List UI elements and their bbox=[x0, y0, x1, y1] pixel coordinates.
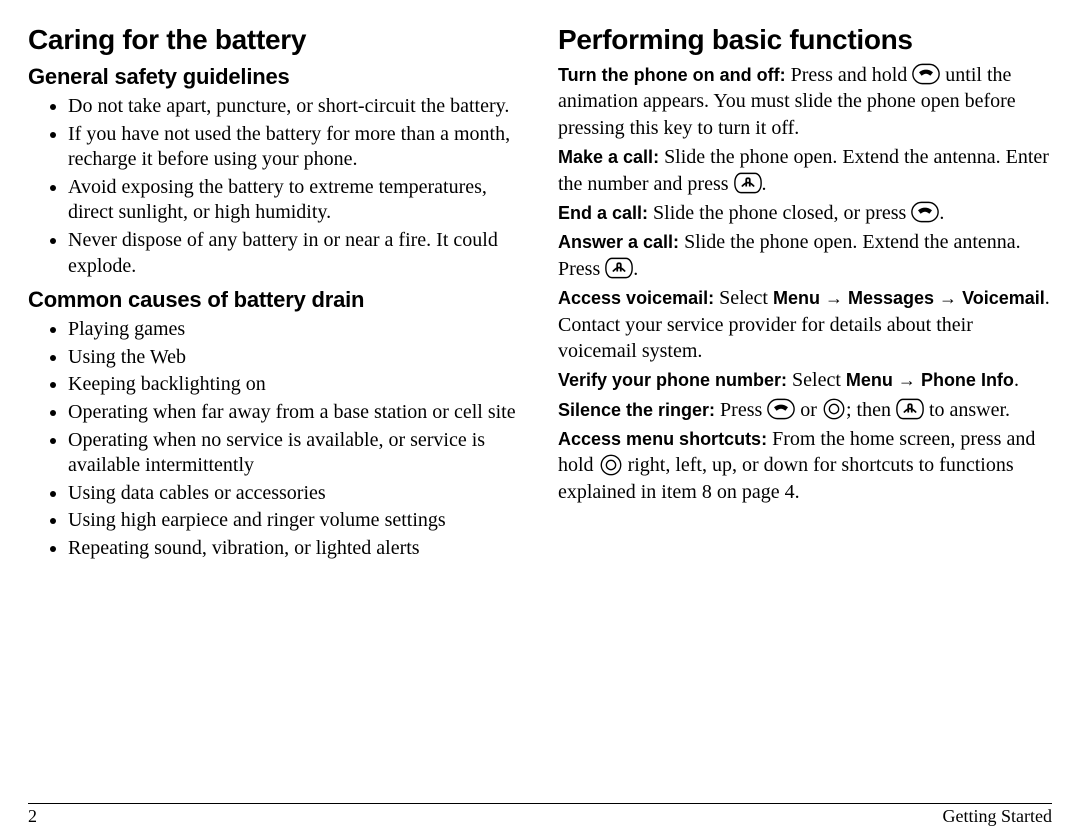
section-name: Getting Started bbox=[943, 806, 1052, 827]
send-key-icon bbox=[734, 172, 762, 194]
list-item: Avoid exposing the battery to extreme te… bbox=[68, 175, 522, 226]
subhead-drain: Common causes of battery drain bbox=[28, 287, 522, 313]
list-item: Do not take apart, puncture, or short-ci… bbox=[68, 94, 522, 120]
label-voicemail: Access voicemail: bbox=[558, 288, 714, 308]
text: . bbox=[939, 202, 944, 224]
arrow: → bbox=[820, 288, 848, 308]
left-column: Caring for the battery General safety gu… bbox=[28, 24, 522, 797]
menu-text: Menu bbox=[773, 288, 820, 308]
list-item: Never dispose of any battery in or near … bbox=[68, 228, 522, 279]
label-silence: Silence the ringer: bbox=[558, 400, 715, 420]
text: Select bbox=[714, 287, 773, 309]
right-column: Performing basic functions Turn the phon… bbox=[558, 24, 1052, 797]
para-voicemail: Access voicemail: Select Menu → Messages… bbox=[558, 285, 1052, 364]
list-item: Using high earpiece and ringer volume se… bbox=[68, 508, 522, 534]
text: . bbox=[1014, 369, 1019, 391]
text: to answer. bbox=[924, 399, 1010, 421]
label-verify: Verify your phone number: bbox=[558, 370, 787, 390]
para-end-call: End a call: Slide the phone closed, or p… bbox=[558, 200, 1052, 226]
label-end-call: End a call: bbox=[558, 203, 648, 223]
text: ; then bbox=[846, 399, 896, 421]
page-number: 2 bbox=[28, 806, 37, 827]
text: Select bbox=[787, 369, 846, 391]
heading-caring: Caring for the battery bbox=[28, 24, 522, 56]
para-shortcuts: Access menu shortcuts: From the home scr… bbox=[558, 426, 1052, 505]
para-silence-ringer: Silence the ringer: Press or ; then to a… bbox=[558, 397, 1052, 423]
list-item: Playing games bbox=[68, 317, 522, 343]
label-shortcuts: Access menu shortcuts: bbox=[558, 429, 767, 449]
list-item: Operating when no service is available, … bbox=[68, 428, 522, 479]
label-make-call: Make a call: bbox=[558, 147, 659, 167]
list-item: Keeping backlighting on bbox=[68, 372, 522, 398]
text: Slide the phone closed, or press bbox=[648, 202, 911, 224]
text: Press and hold bbox=[786, 64, 913, 86]
end-key-icon bbox=[911, 201, 939, 223]
send-key-icon bbox=[605, 257, 633, 279]
text: Press bbox=[715, 399, 767, 421]
para-verify-number: Verify your phone number: Select Menu → … bbox=[558, 367, 1052, 393]
arrow: → bbox=[893, 370, 921, 390]
heading-basic-functions: Performing basic functions bbox=[558, 24, 1052, 56]
para-make-call: Make a call: Slide the phone open. Exten… bbox=[558, 144, 1052, 197]
text: or bbox=[795, 399, 822, 421]
arrow: → bbox=[934, 288, 962, 308]
safety-list: Do not take apart, puncture, or short-ci… bbox=[28, 94, 522, 279]
manual-page: Caring for the battery General safety gu… bbox=[0, 0, 1080, 839]
voicemail-text: Voicemail bbox=[962, 288, 1045, 308]
end-key-icon bbox=[767, 398, 795, 420]
list-item: Using the Web bbox=[68, 345, 522, 371]
para-answer-call: Answer a call: Slide the phone open. Ext… bbox=[558, 229, 1052, 282]
text: . bbox=[762, 173, 767, 195]
page-footer: 2 Getting Started bbox=[28, 803, 1052, 827]
nav-key-icon bbox=[822, 398, 846, 420]
list-item: Repeating sound, vibration, or lighted a… bbox=[68, 536, 522, 562]
send-key-icon bbox=[896, 398, 924, 420]
two-column-layout: Caring for the battery General safety gu… bbox=[28, 24, 1052, 797]
list-item: Using data cables or accessories bbox=[68, 481, 522, 507]
menu-text: Menu bbox=[846, 370, 893, 390]
messages-text: Messages bbox=[848, 288, 934, 308]
end-key-icon bbox=[912, 63, 940, 85]
text: right, left, up, or down for shortcuts t… bbox=[558, 454, 1014, 502]
phone-info-text: Phone Info bbox=[921, 370, 1014, 390]
list-item: Operating when far away from a base stat… bbox=[68, 400, 522, 426]
label-answer-call: Answer a call: bbox=[558, 232, 679, 252]
para-turn-on: Turn the phone on and off: Press and hol… bbox=[558, 62, 1052, 141]
nav-key-icon bbox=[599, 454, 623, 476]
drain-list: Playing games Using the Web Keeping back… bbox=[28, 317, 522, 561]
list-item: If you have not used the battery for mor… bbox=[68, 122, 522, 173]
text: . bbox=[633, 258, 638, 280]
label-turn-on: Turn the phone on and off: bbox=[558, 65, 786, 85]
subhead-safety: General safety guidelines bbox=[28, 64, 522, 90]
